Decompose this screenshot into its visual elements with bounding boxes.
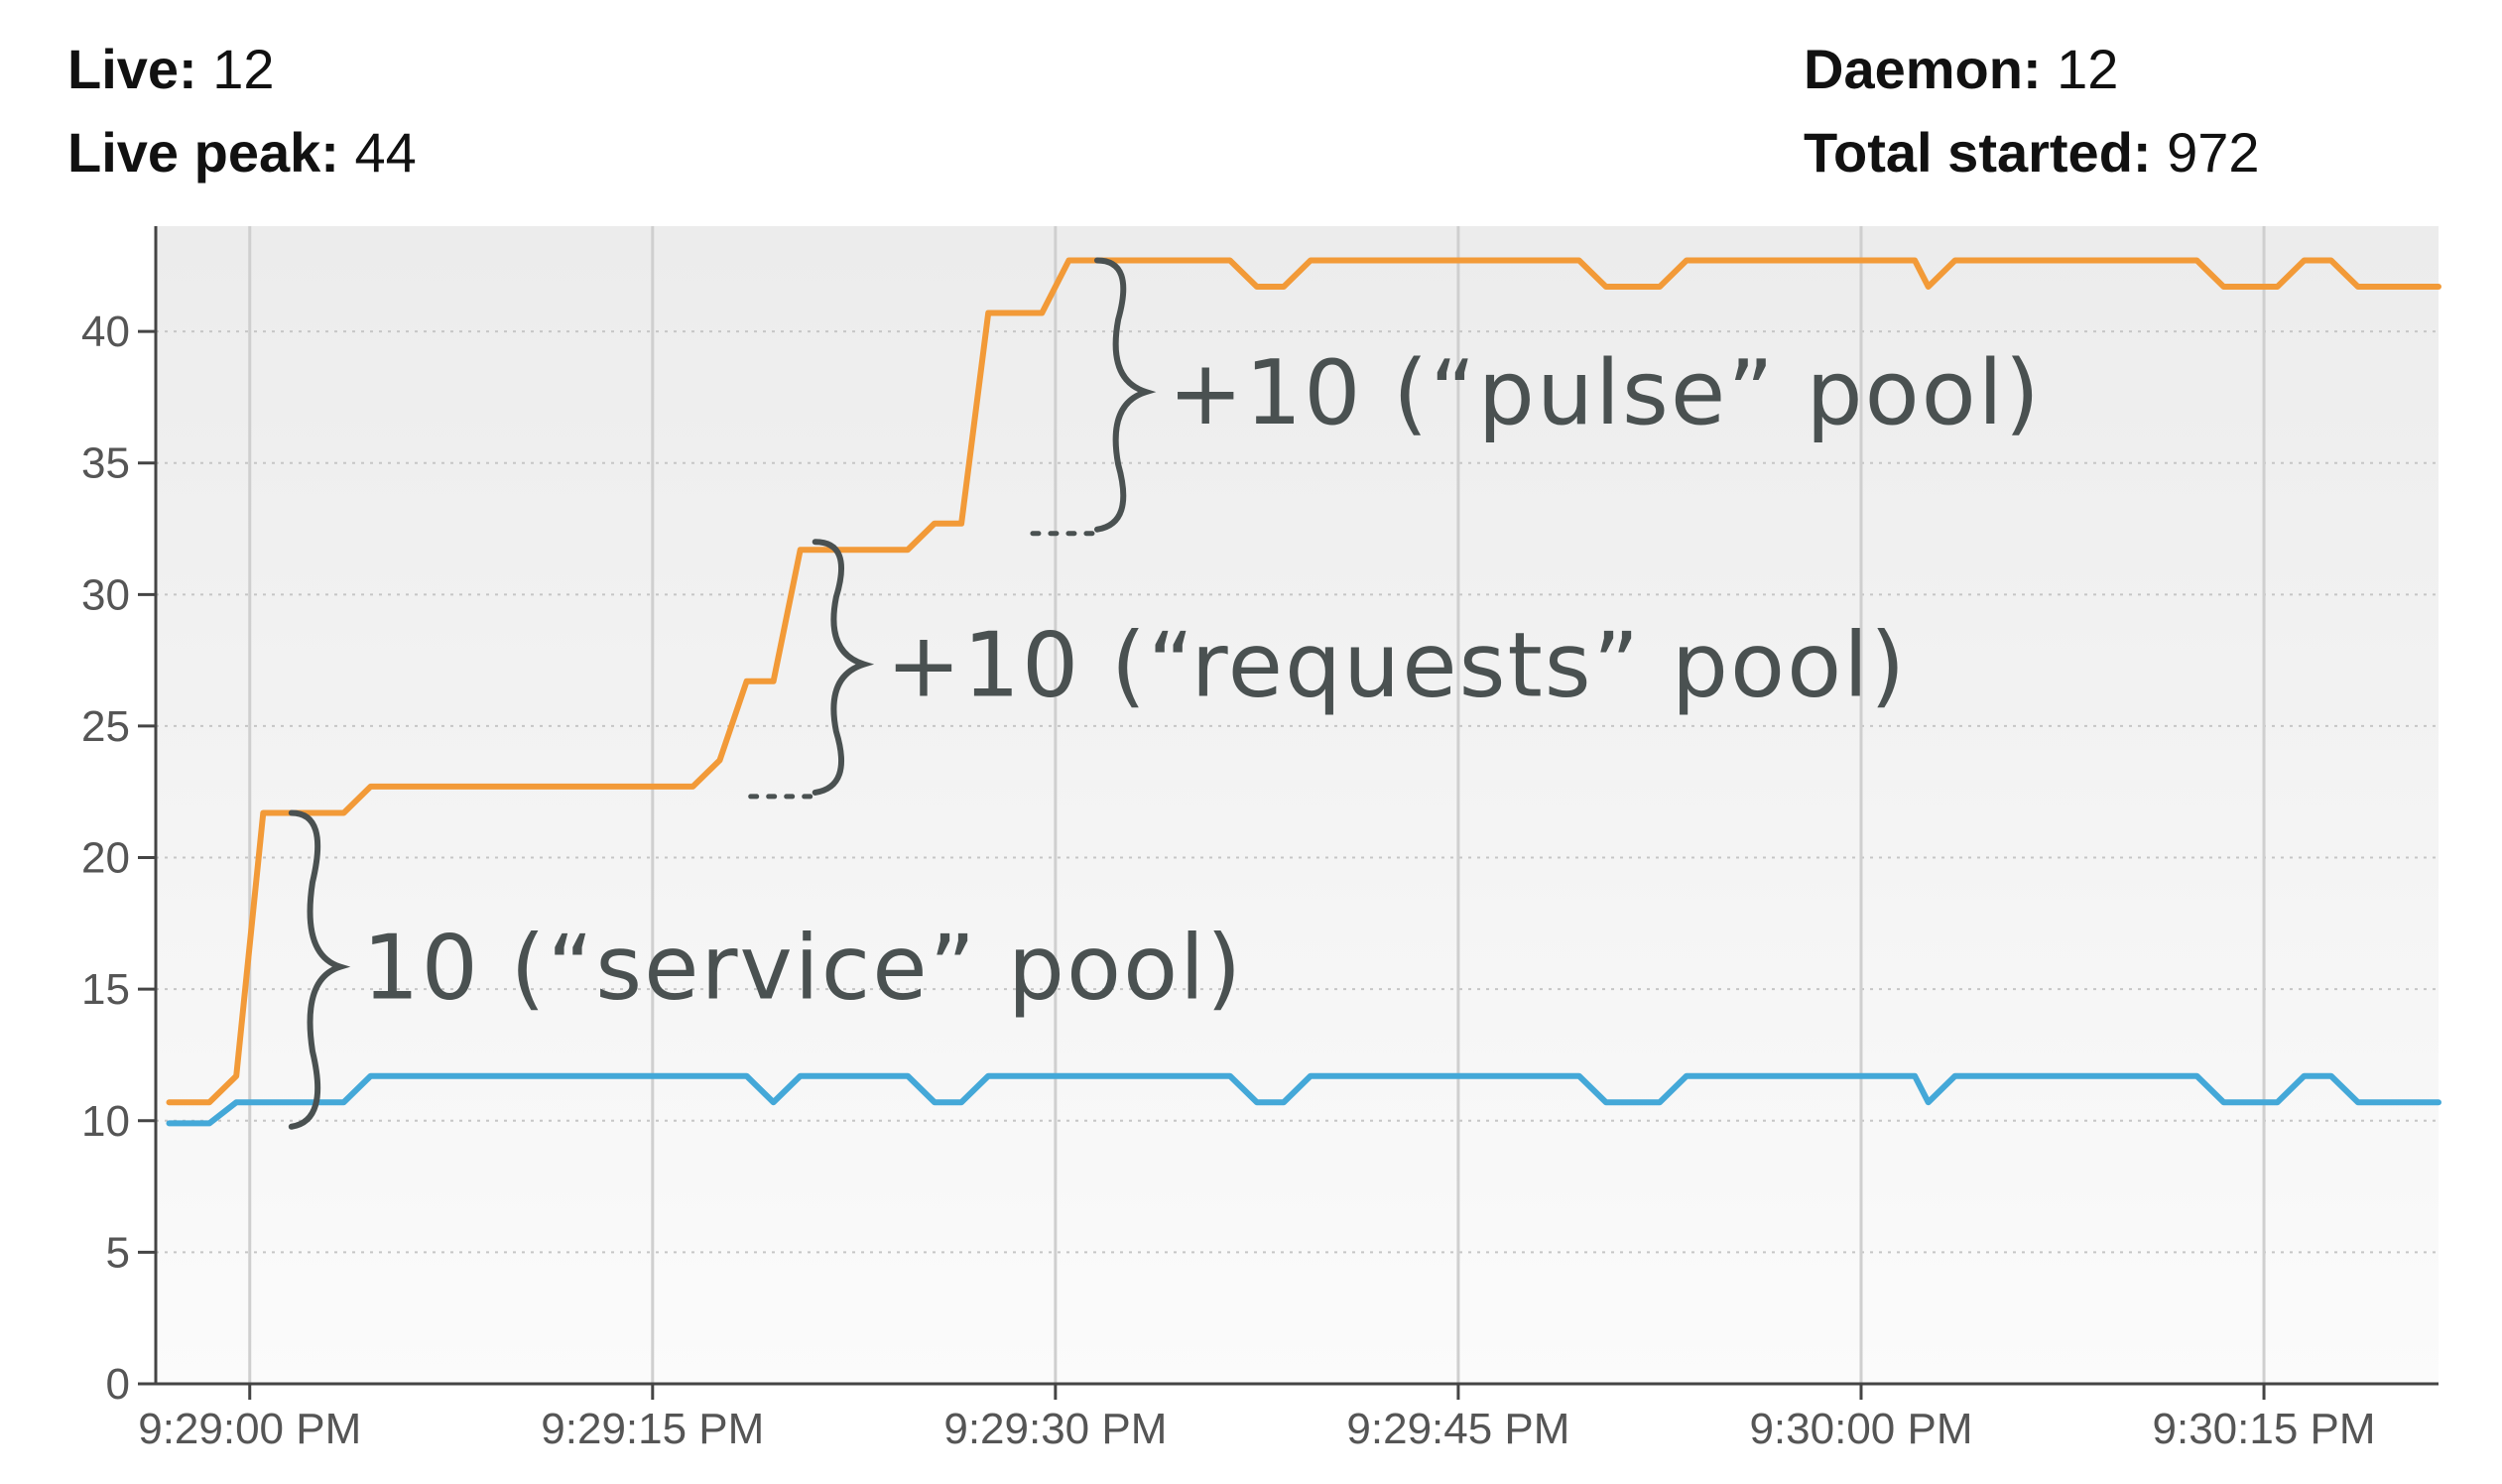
- live-peak-value: 44: [354, 121, 417, 184]
- vertical-gridlines: [248, 226, 2266, 1384]
- x-axis-ticks: 9:29:00 PM 9:29:15 PM 9:29:30 PM 9:29:45 PM…: [138, 1384, 2376, 1453]
- y-tick-label: 10: [81, 1097, 130, 1146]
- daemon-value: 12: [2057, 38, 2119, 100]
- x-tick-label: 9:30:15 PM: [2153, 1405, 2376, 1453]
- x-tick-label: 9:29:45 PM: [1346, 1405, 1569, 1453]
- live-peak-stat: Live peak: 44: [67, 111, 417, 194]
- total-started-label: Total started:: [1804, 121, 2152, 184]
- annotation-brace-2: [812, 539, 875, 796]
- x-tick-label: 9:29:30 PM: [943, 1405, 1167, 1453]
- live-peak-label: Live peak:: [67, 121, 339, 184]
- annotation-brace-1: [288, 809, 351, 1130]
- series-line-2: [166, 1072, 2441, 1127]
- y-tick-label: 20: [81, 834, 130, 883]
- total-started-value: 972: [2167, 121, 2260, 184]
- y-tick-label: 35: [81, 439, 130, 488]
- y-axis-ticks: 0 5 10 15 20 25 30 35 40: [81, 308, 156, 1409]
- horizontal-gridlines: [156, 330, 2439, 1254]
- y-tick-label: 40: [81, 308, 130, 356]
- total-started-stat: Total started: 972: [1804, 111, 2260, 194]
- stats-left: Live: 12 Live peak: 44: [67, 28, 417, 194]
- annotation-brace-3: [1093, 257, 1157, 533]
- y-tick-label: 30: [81, 570, 130, 619]
- annotations: 10 (“service” pool) +10 (“requests” pool)…: [288, 257, 2042, 1130]
- series-line-1: [166, 257, 2441, 1106]
- annotation-label-2: +10 (“requests” pool): [886, 614, 1907, 718]
- series-layer: [166, 257, 2441, 1127]
- daemon-label: Daemon:: [1804, 38, 2042, 100]
- annotation-label-3: +10 (“pulse” pool): [1169, 341, 2042, 445]
- y-tick-label: 25: [81, 702, 130, 751]
- stats-right: Daemon: 12 Total started: 972: [1804, 28, 2260, 194]
- x-tick-label: 9:30:00 PM: [1749, 1405, 1972, 1453]
- annotation-label-1: 10 (“service” pool): [362, 917, 1243, 1021]
- live-label: Live:: [67, 38, 197, 100]
- y-tick-label: 0: [106, 1360, 130, 1409]
- live-value: 12: [212, 38, 275, 100]
- y-tick-label: 15: [81, 965, 130, 1014]
- y-tick-label: 5: [106, 1228, 130, 1277]
- live-stat: Live: 12: [67, 28, 417, 111]
- x-tick-label: 9:29:15 PM: [541, 1405, 764, 1453]
- plot-background: [156, 226, 2439, 1384]
- daemon-stat: Daemon: 12: [1804, 28, 2260, 111]
- x-tick-label: 9:29:00 PM: [138, 1405, 361, 1453]
